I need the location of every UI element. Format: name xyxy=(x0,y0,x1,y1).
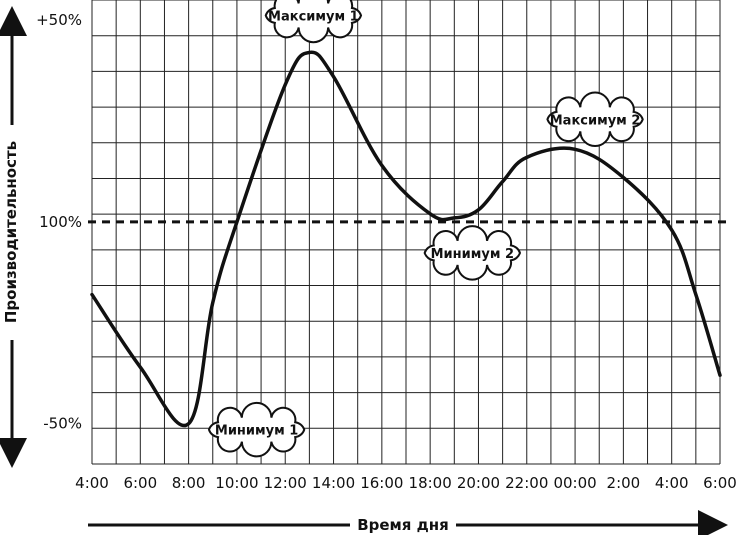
cloud-shape xyxy=(264,0,363,44)
x-tick-label: 4:00 xyxy=(75,474,109,492)
cloud-shape xyxy=(207,401,306,458)
y-tick-label: 100% xyxy=(39,213,82,231)
annotation-cloud: Максимум 2 xyxy=(546,91,644,147)
x-tick-label: 14:00 xyxy=(312,474,355,492)
x-axis-title: Время дня xyxy=(357,516,449,534)
series-line xyxy=(90,50,722,428)
annotations: Минимум 1 Максимум 1 Минимум 2 Максимум 2 xyxy=(207,0,644,458)
x-tick-labels: 4:00 6:00 8:00 10:00 12:00 14:00 16:00 18:00 20:… xyxy=(75,474,737,492)
y-tick-label: +50% xyxy=(36,11,82,29)
x-tick-label: 8:00 xyxy=(172,474,206,492)
annotation-cloud: Минимум 2 xyxy=(423,225,522,281)
x-tick-label: 6:00 xyxy=(123,474,157,492)
annotation-cloud: Максимум 1 xyxy=(264,0,363,44)
annotation-cloud: Минимум 1 xyxy=(207,401,306,458)
x-tick-label: 00:00 xyxy=(553,474,596,492)
annotation-label: Максимум 2 xyxy=(550,113,641,128)
x-tick-label: 18:00 xyxy=(409,474,452,492)
x-tick-label: 20:00 xyxy=(457,474,500,492)
x-tick-label: 2:00 xyxy=(607,474,641,492)
annotation-label: Минимум 1 xyxy=(215,424,298,439)
annotation-label: Минимум 2 xyxy=(431,247,514,262)
x-tick-label: 4:00 xyxy=(655,474,689,492)
cloud-shape xyxy=(546,91,644,147)
grid xyxy=(91,0,721,465)
y-axis-title: Производительность xyxy=(2,141,20,323)
cloud-shape xyxy=(423,225,522,281)
y-tick-label: -50% xyxy=(43,415,82,433)
x-tick-label: 22:00 xyxy=(505,474,548,492)
annotation-label: Максимум 1 xyxy=(268,9,359,24)
x-tick-label: 16:00 xyxy=(360,474,403,492)
x-tick-label: 12:00 xyxy=(264,474,307,492)
x-tick-label: 6:00 xyxy=(703,474,737,492)
y-tick-labels: +50% 100% -50% xyxy=(36,11,82,432)
x-tick-label: 10:00 xyxy=(215,474,258,492)
